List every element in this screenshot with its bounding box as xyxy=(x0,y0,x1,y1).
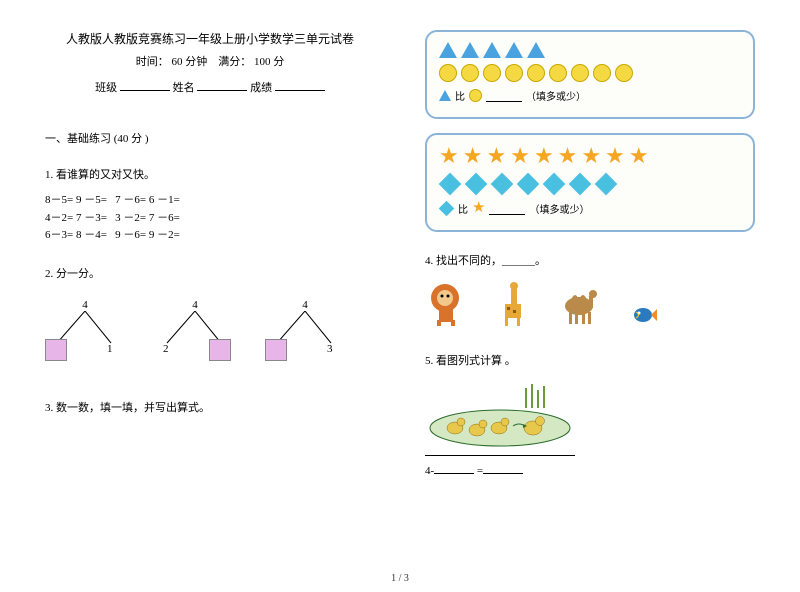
triangle-icon xyxy=(461,42,479,58)
q5-image xyxy=(425,378,755,451)
panel1-cmp-prefix: 比 xyxy=(455,88,465,103)
circle-icon xyxy=(615,64,633,82)
decomp-3: 4 3 xyxy=(265,299,345,369)
q2-title: 2. 分一分。 xyxy=(45,265,375,281)
q5-blank-2[interactable] xyxy=(483,462,523,474)
q3-title: 3. 数一数，填一填，并写出算式。 xyxy=(45,399,375,415)
decomp-1-right: 1 xyxy=(107,343,113,355)
circle-icon xyxy=(461,64,479,82)
form-line: 班级 姓名 成绩 xyxy=(45,79,375,95)
page-footer: 1 / 3 xyxy=(391,573,409,584)
class-blank[interactable] xyxy=(120,79,170,91)
circle-icon xyxy=(593,64,611,82)
q2-diagrams: 4 1 4 2 4 3 xyxy=(45,299,375,369)
time-label: 时间： xyxy=(136,56,169,68)
star-icon: ★ xyxy=(629,145,649,167)
circle-icon xyxy=(483,64,501,82)
panel2-stars: ★ ★ ★ ★ ★ ★ ★ ★ ★ xyxy=(439,145,741,167)
star-icon: ★ xyxy=(605,145,625,167)
full-value: 100 分 xyxy=(254,56,284,68)
fish-icon xyxy=(631,304,657,326)
q1-row-0: 8－5= 9 －5= 7 －6= 6 －1= xyxy=(45,192,375,210)
page-title: 人教版人教版竞赛练习一年级上册小学数学三单元试卷 xyxy=(45,30,375,47)
panel2-diamonds xyxy=(439,173,741,195)
panel2-compare: 比 ★ （填多或少） xyxy=(439,201,741,216)
triangle-icon xyxy=(439,90,451,101)
diamond-icon xyxy=(595,173,618,196)
circle-icon xyxy=(549,64,567,82)
star-icon: ★ xyxy=(472,201,485,216)
triangle-icon xyxy=(483,42,501,58)
circle-icon xyxy=(469,89,482,102)
decomp-1: 4 1 xyxy=(45,299,125,369)
q1-title: 1. 看谁算的又对又快。 xyxy=(45,166,375,182)
panel1-triangles xyxy=(439,42,741,58)
time-value: 60 分钟 xyxy=(172,56,208,68)
decomp-3-top: 4 xyxy=(302,299,308,311)
star-icon: ★ xyxy=(558,145,578,167)
panel2-cmp-prefix: 比 xyxy=(458,201,468,216)
decomp-3-box[interactable] xyxy=(265,339,287,361)
name-label: 姓名 xyxy=(173,82,195,94)
star-icon: ★ xyxy=(581,145,601,167)
decomp-2-top: 4 xyxy=(192,299,198,311)
giraffe-icon xyxy=(497,282,527,326)
q5-divider xyxy=(425,455,575,456)
lion-icon xyxy=(425,282,467,326)
panel1-blank[interactable] xyxy=(486,90,522,102)
decomp-1-top: 4 xyxy=(82,299,88,311)
star-icon: ★ xyxy=(439,145,459,167)
panel-1: 比 （填多或少） xyxy=(425,30,755,119)
circle-icon xyxy=(527,64,545,82)
panel1-circles xyxy=(439,64,741,82)
triangle-icon xyxy=(439,42,457,58)
time-full-line: 时间： 60 分钟 满分： 100 分 xyxy=(45,53,375,69)
circle-icon xyxy=(571,64,589,82)
q4-animals xyxy=(425,282,755,326)
diamond-icon xyxy=(569,173,592,196)
panel2-cmp-suffix: （填多或少） xyxy=(529,201,589,216)
decomp-2-left: 2 xyxy=(163,343,169,355)
diamond-icon xyxy=(491,173,514,196)
star-icon: ★ xyxy=(486,145,506,167)
panel-2: ★ ★ ★ ★ ★ ★ ★ ★ ★ 比 xyxy=(425,133,755,232)
camel-icon xyxy=(557,282,601,326)
diamond-icon xyxy=(465,173,488,196)
decomp-2: 4 2 xyxy=(155,299,235,369)
decomp-3-right: 3 xyxy=(327,343,333,355)
section-1-title: 一、基础练习 (40 分 ) xyxy=(45,130,375,146)
class-label: 班级 xyxy=(95,82,117,94)
q5-blank-1[interactable] xyxy=(434,462,474,474)
triangle-icon xyxy=(505,42,523,58)
diamond-icon xyxy=(439,201,455,217)
diamond-icon xyxy=(517,173,540,196)
diamond-icon xyxy=(543,173,566,196)
q1-row-1: 4－2= 7 －3= 3 －2= 7 －6= xyxy=(45,210,375,228)
full-label: 满分： xyxy=(218,56,251,68)
decomp-1-box[interactable] xyxy=(45,339,67,361)
name-blank[interactable] xyxy=(197,79,247,91)
q5-expression: 4- = xyxy=(425,462,755,477)
diamond-icon xyxy=(439,173,462,196)
decomp-2-box[interactable] xyxy=(209,339,231,361)
triangle-icon xyxy=(527,42,545,58)
circle-icon xyxy=(439,64,457,82)
q5-title: 5. 看图列式计算 。 xyxy=(425,352,755,368)
star-icon: ★ xyxy=(510,145,530,167)
panel1-compare: 比 （填多或少） xyxy=(439,88,741,103)
star-icon: ★ xyxy=(463,145,483,167)
score-label: 成绩 xyxy=(250,82,272,94)
q1-row-2: 6－3= 8 －4= 9 －6= 9 －2= xyxy=(45,227,375,245)
q4-title: 4. 找出不同的，______。 xyxy=(425,252,755,268)
circle-icon xyxy=(505,64,523,82)
q5-prefix: 4- xyxy=(425,465,434,477)
panel2-blank[interactable] xyxy=(489,203,525,215)
star-icon: ★ xyxy=(534,145,554,167)
panel1-cmp-suffix: （填多或少） xyxy=(526,88,586,103)
score-blank[interactable] xyxy=(275,79,325,91)
